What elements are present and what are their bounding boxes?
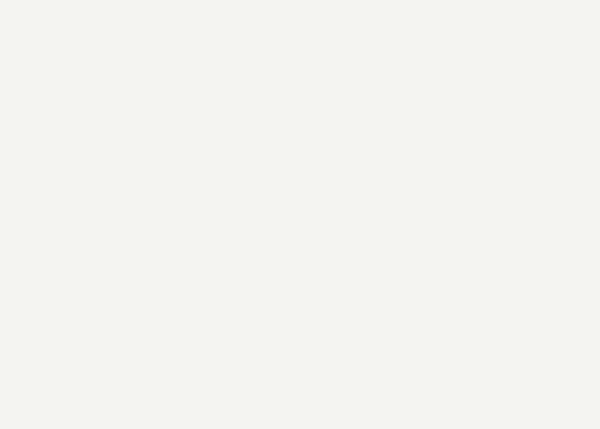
panel-b (300, 0, 600, 215)
panel-c (0, 215, 300, 429)
panel-d-energy-diagram (300, 215, 600, 429)
panel-b-chart (300, 0, 600, 215)
panel-a-chart (0, 0, 300, 215)
panel-d (300, 215, 600, 429)
panel-a (0, 0, 300, 215)
panel-c-molecules (0, 215, 300, 429)
